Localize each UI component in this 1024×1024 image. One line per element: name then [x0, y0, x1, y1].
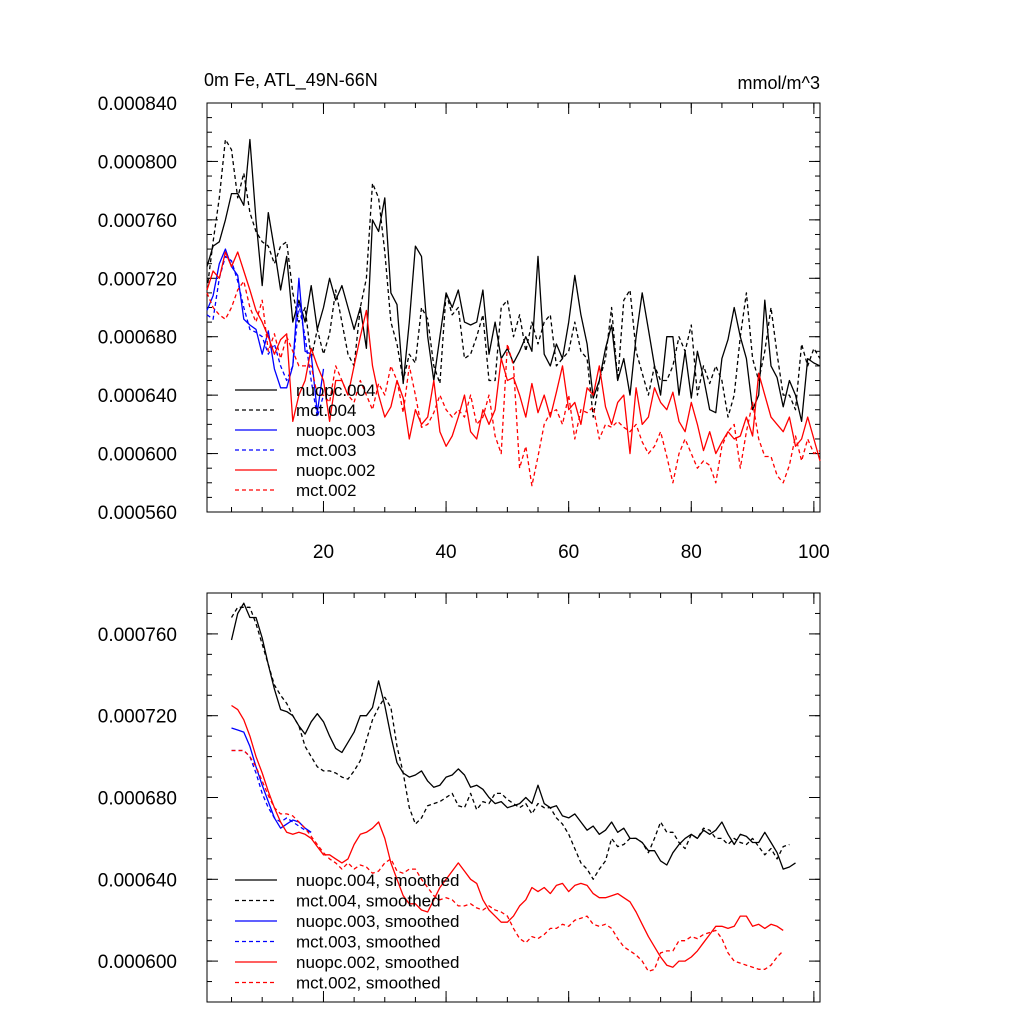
y-tick-label: 0.000560	[98, 503, 177, 524]
series-line-mct-003	[206, 255, 325, 418]
x-tick-label: 100	[798, 542, 830, 563]
y-tick-label: 0.000640	[98, 870, 177, 891]
legend-label: nuopc.004	[296, 381, 375, 400]
y-tick-label: 0.000760	[98, 211, 177, 232]
legend-label: nuopc.002	[296, 461, 375, 480]
x-tick-label: 80	[681, 542, 702, 563]
series-line-nuopc-004	[206, 138, 821, 423]
legend-label: nuopc.003, smoothed	[296, 912, 460, 931]
x-tick-label: 40	[435, 542, 456, 563]
bottom-chart: 0.000600 0.000640 0.000680 0.000720 0.000760…	[98, 592, 821, 1003]
series-line-nuopc-003	[206, 248, 325, 414]
legend-label: mct.004, smoothed	[296, 892, 441, 911]
series-line-mct-003-smoothed	[231, 749, 312, 833]
legend-label: mct.002, smoothed	[296, 974, 441, 993]
legend-label: mct.003	[296, 441, 356, 460]
y-tick-label: 0.000680	[98, 789, 177, 810]
series-line-mct-004-smoothed	[230, 606, 790, 880]
legend-label: mct.002	[296, 481, 356, 500]
legend-label: nuopc.004, smoothed	[296, 871, 460, 890]
x-tick-label: 20	[313, 542, 334, 563]
x-tick-label: 60	[558, 542, 579, 563]
chart-units: mmol/m^3	[738, 73, 820, 93]
series-line-mct-002-smoothed	[231, 749, 784, 972]
series-line-nuopc-003-smoothed	[231, 727, 312, 833]
y-tick-label: 0.000600	[98, 952, 177, 973]
series-line-nuopc-002-smoothed	[231, 704, 784, 968]
legend-label: nuopc.002, smoothed	[296, 953, 460, 972]
chart-title: 0m Fe, ATL_49N-66N	[204, 70, 378, 91]
y-tick-label: 0.000720	[98, 269, 177, 290]
series-line-mct-004	[206, 138, 821, 418]
y-tick-label: 0.000600	[98, 445, 177, 466]
y-tick-label: 0.000760	[98, 625, 177, 646]
legend: nuopc.004mct.004nuopc.003mct.003nuopc.00…	[235, 381, 375, 500]
y-tick-label: 0.000720	[98, 707, 177, 728]
y-tick-label: 0.000840	[98, 94, 177, 115]
legend-label: nuopc.003	[296, 421, 375, 440]
y-tick-label: 0.000640	[98, 386, 177, 407]
legend-label: mct.004	[296, 401, 356, 420]
y-tick-label: 0.000800	[98, 152, 177, 173]
legend-label: mct.003, smoothed	[296, 933, 441, 952]
top-chart: 0.000560 0.000600 0.000640 0.000680 0.000720…	[98, 70, 830, 563]
series-line-mct-002	[206, 280, 821, 487]
y-tick-label: 0.000680	[98, 328, 177, 349]
series-line-nuopc-004-smoothed	[230, 602, 796, 870]
series-line-nuopc-002	[206, 251, 821, 462]
